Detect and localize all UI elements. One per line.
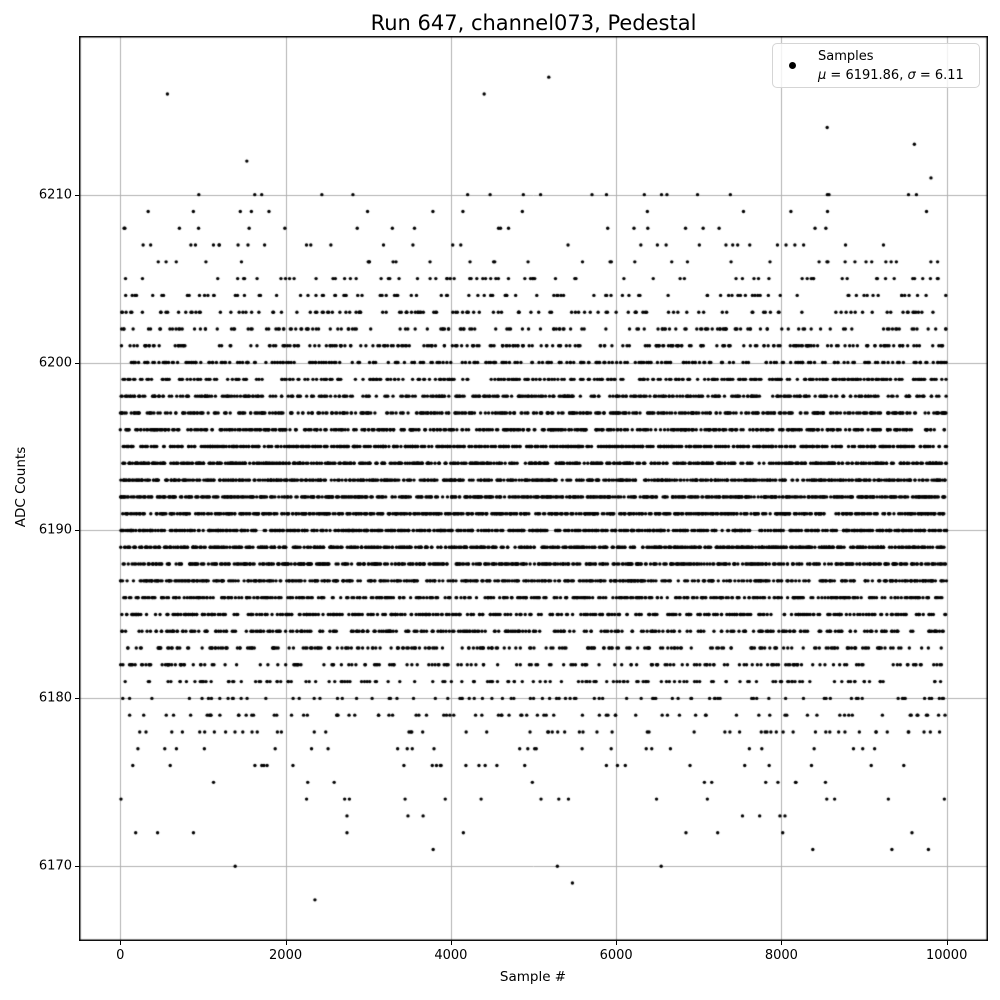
x-tick-label: 6000 (599, 948, 633, 963)
y-tick-mark (75, 195, 79, 196)
x-tick-mark (947, 941, 948, 945)
x-tick-mark (451, 941, 452, 945)
x-axis-label: Sample # (499, 969, 567, 985)
legend-marker-dot (789, 62, 796, 69)
x-tick-mark (286, 941, 287, 945)
chart-title: Run 647, channel073, Pedestal (370, 11, 697, 35)
scatter-points-canvas (79, 36, 988, 941)
x-tick-label: 2000 (269, 948, 303, 963)
y-tick-label: 6200 (38, 355, 72, 371)
sigma-value: = 6.11 (915, 67, 964, 83)
y-tick-mark (75, 530, 79, 531)
x-tick-label: 4000 (434, 948, 468, 963)
legend: Samples μ = 6191.86, σ = 6.11 (772, 43, 980, 88)
x-tick-mark (120, 941, 121, 945)
mu-value: = 6191.86, (826, 67, 908, 83)
x-tick-label: 10000 (925, 948, 968, 963)
mu-symbol: μ (818, 67, 827, 83)
y-tick-label: 6180 (38, 690, 72, 706)
x-tick-label: 8000 (764, 948, 798, 963)
y-tick-label: 6190 (38, 522, 72, 538)
y-tick-label: 6170 (38, 858, 72, 874)
plot-area (79, 36, 988, 941)
legend-label-stats: μ = 6191.86, σ = 6.11 (818, 66, 964, 85)
y-tick-mark (75, 866, 79, 867)
x-tick-mark (781, 941, 782, 945)
legend-text: Samples μ = 6191.86, σ = 6.11 (818, 47, 964, 85)
y-axis-label: ADC Counts (13, 446, 29, 528)
legend-label-samples: Samples (818, 48, 874, 64)
sigma-symbol: σ (907, 67, 916, 83)
x-tick-label: 0 (116, 948, 125, 963)
y-tick-label: 6210 (38, 187, 72, 203)
y-tick-mark (75, 363, 79, 364)
x-tick-mark (616, 941, 617, 945)
y-tick-mark (75, 698, 79, 699)
